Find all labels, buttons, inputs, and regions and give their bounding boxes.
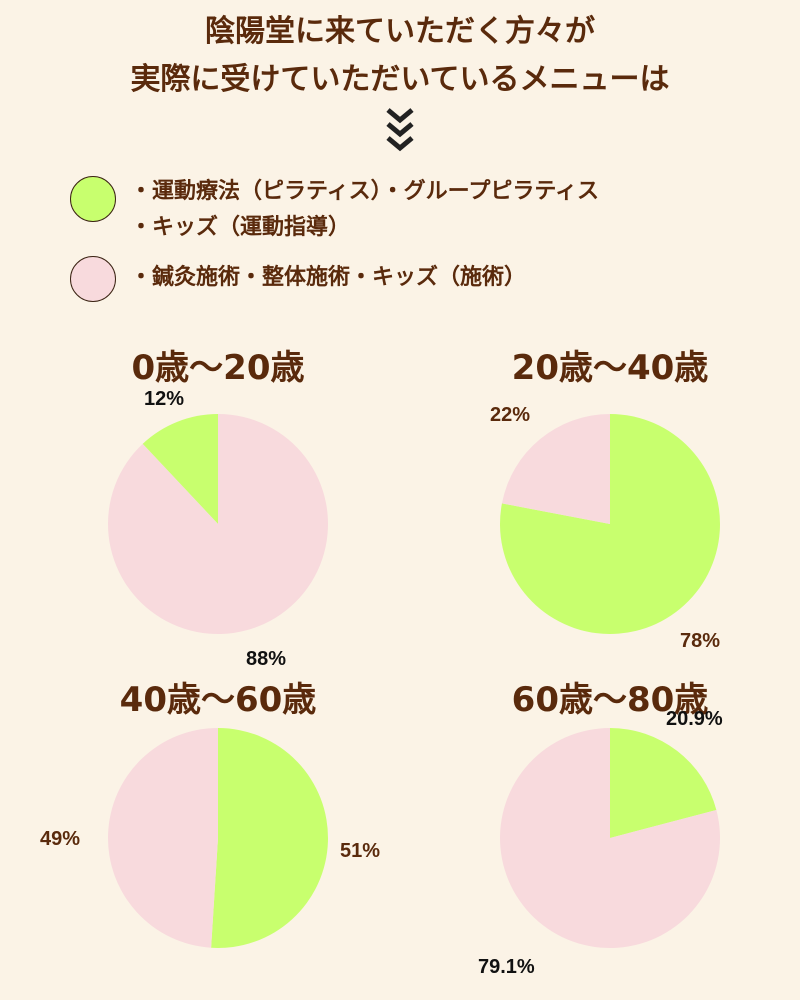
title-line-1: 陰陽堂に来ていただく方々が [205, 14, 595, 49]
legend-green-line-2: ・キッズ（運動指導） [130, 215, 351, 240]
legend-pink-line-1: ・鍼灸施術・整体施術・キッズ（施術） [130, 265, 527, 290]
pie-chart-20-40 [500, 414, 720, 634]
chart-title-60-80: 60歳〜80歳 [511, 680, 709, 720]
page-title: 陰陽堂に来ていただく方々が 実際に受けていただいているメニューは [0, 8, 800, 104]
pct-label-20-40-green: 78% [680, 630, 721, 652]
pct-label-60-80-green: 20.9% [666, 708, 723, 730]
pie-slice-pink [501, 414, 610, 524]
pct-label-40-60-green: 51% [340, 840, 381, 862]
chart-title-20-40: 20歳〜40歳 [511, 348, 709, 388]
legend-swatch-pink [70, 256, 116, 302]
pie-slice-pink [500, 728, 720, 948]
pct-label-20-40-pink: 22% [490, 404, 531, 426]
pie-chart-40-60 [108, 728, 329, 948]
pct-label-40-60-pink: 49% [40, 828, 81, 850]
pie-chart-60-80 [500, 728, 720, 948]
pie-slice-green [211, 728, 329, 948]
pct-label-0-20-green: 12% [144, 388, 185, 410]
pie-slice-green [142, 414, 218, 524]
triple-chevron-down-icon [386, 108, 414, 152]
pie-slice-green [610, 728, 717, 838]
pct-label-0-20-pink: 88% [246, 648, 287, 670]
pie-slice-pink [108, 728, 218, 948]
chart-title-0-20: 0歳〜20歳 [131, 348, 305, 388]
legend-swatch-green [70, 176, 116, 222]
pie-slice-pink [107, 414, 328, 634]
pie-chart-0-20 [107, 414, 328, 634]
title-line-2: 実際に受けていただいているメニューは [130, 62, 670, 97]
legend-green-line-1: ・運動療法（ピラティス）・グループピラティス [130, 179, 600, 204]
chart-title-40-60: 40歳〜60歳 [119, 680, 317, 720]
pct-label-60-80-pink: 79.1% [478, 956, 535, 978]
